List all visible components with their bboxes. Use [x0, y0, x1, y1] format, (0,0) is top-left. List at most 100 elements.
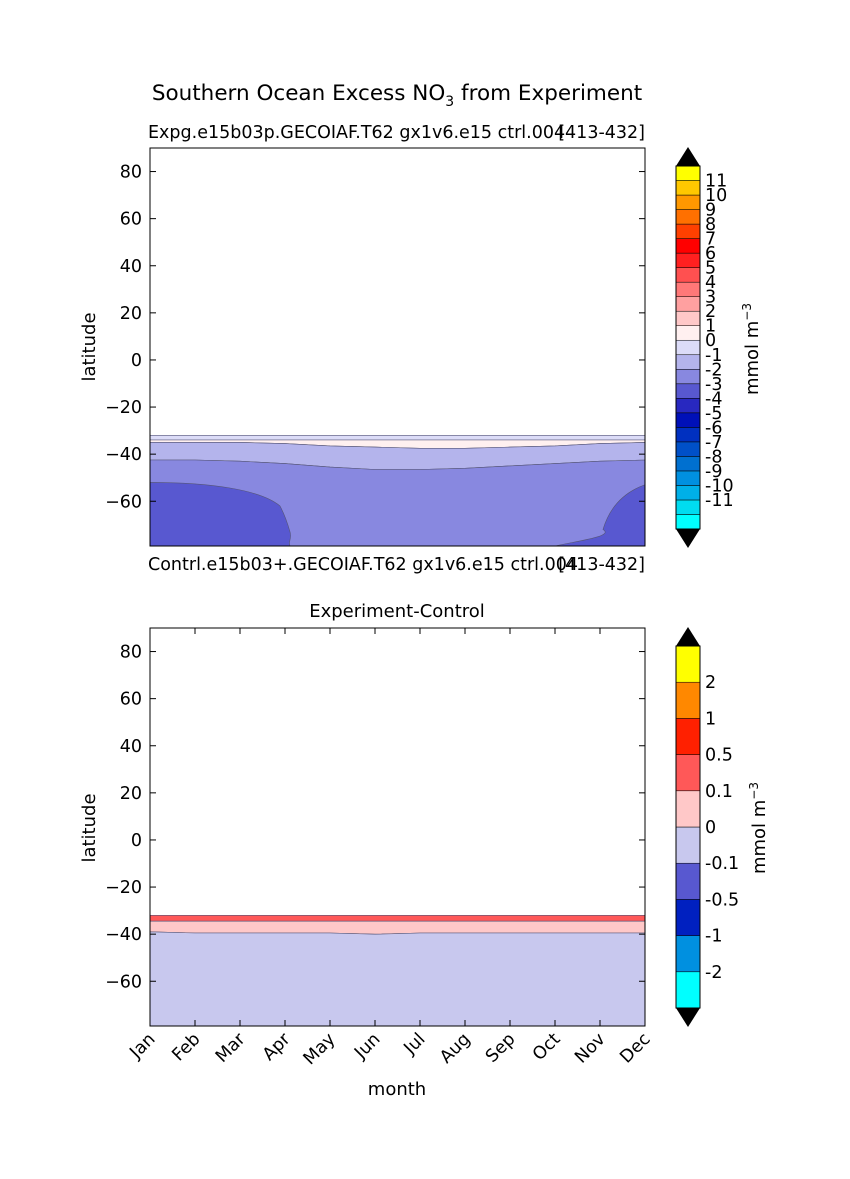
colorbar-tick-label: 8 — [705, 215, 716, 235]
colorbar-tick-label: 0 — [705, 331, 716, 351]
colorbar-segment — [675, 514, 701, 530]
colorbar-segment — [675, 427, 701, 443]
bottom-y-tick-label: −20 — [105, 878, 142, 898]
bottom-y-tick-label: 80 — [120, 643, 142, 663]
colorbar-segment — [675, 681, 701, 719]
colorbar-tick-label: -6 — [705, 418, 722, 438]
colorbar-segment — [675, 412, 701, 428]
top-y-tick-label: −20 — [105, 398, 142, 418]
colorbar-segment — [675, 354, 701, 370]
colorbar-tick-label: -10 — [705, 476, 734, 496]
colorbar-segment — [675, 325, 701, 341]
top-panel-title-right: [413-432] — [558, 123, 645, 143]
x-tick-label: Dec — [616, 1029, 654, 1067]
colorbar-segment — [675, 296, 701, 312]
colorbar-tick-label: 0 — [705, 818, 716, 838]
top-colorbar-label: mmol m−3 — [740, 303, 763, 395]
x-tick-label: Jul — [400, 1029, 430, 1059]
bottom-y-axis-label: latitude — [79, 793, 100, 862]
colorbar-tick-label: -9 — [705, 462, 722, 482]
x-tick-label: Jan — [126, 1029, 160, 1063]
colorbar-segment — [675, 209, 701, 225]
colorbar-segment — [675, 935, 701, 973]
colorbar-segment — [675, 470, 701, 486]
top-panel: Expg.e15b03p.GECOIAF.T62 gx1v6.e15 ctrl.… — [79, 123, 763, 575]
contour-band — [149, 915, 646, 922]
contour-band — [149, 931, 646, 1027]
bottom-y-tick-label: 0 — [131, 831, 142, 851]
colorbar-frame — [675, 165, 701, 530]
colorbar-tick-label: 0.5 — [705, 746, 733, 766]
x-tick-label: May — [300, 1029, 340, 1069]
colorbar-tick-label: 11 — [705, 172, 727, 192]
top-panel-title-bottom: Contrl.e15b03+.GECOIAF.T62 gx1v6.e15 ctr… — [148, 555, 578, 575]
bottom-y-tick-label: 60 — [120, 690, 142, 710]
top-plot-area — [149, 435, 646, 547]
top-panel-title-bottom-right: [413-432] — [558, 555, 645, 575]
bottom-colorbar-label: mmol m−3 — [747, 782, 770, 874]
colorbar-tick-label: -7 — [705, 433, 722, 453]
colorbar-tick-label: 1 — [705, 317, 716, 337]
colorbar-segment — [675, 754, 701, 792]
colorbar-segment — [675, 238, 701, 254]
colorbar-tick-label: -8 — [705, 447, 722, 467]
colorbar-tick-label: 0.1 — [705, 782, 733, 802]
x-tick-label: Sep — [482, 1029, 519, 1066]
x-tick-label: Oct — [529, 1029, 565, 1065]
colorbar-tick-label: 2 — [705, 302, 716, 322]
colorbar-tick-label: -5 — [705, 404, 722, 424]
colorbar-tick-label: 5 — [705, 259, 716, 279]
top-y-tick-label: 20 — [120, 304, 142, 324]
colorbar-segment — [675, 267, 701, 283]
top-panel-title-left: Expg.e15b03p.GECOIAF.T62 gx1v6.e15 ctrl.… — [148, 123, 565, 143]
x-tick-label: Jun — [350, 1029, 384, 1063]
colorbar-tick-label: 7 — [705, 230, 716, 250]
bottom-panel-title: Experiment-Control — [309, 601, 485, 622]
bottom-plot-area — [149, 915, 646, 1027]
top-plot-frame — [149, 147, 646, 547]
colorbar-segment — [675, 310, 701, 326]
bottom-y-tick-label: 40 — [120, 737, 142, 757]
bottom-y-axis: 80 60 40 20 0 −20 −40 −60 — [105, 643, 645, 992]
figure-title-subscript: 3 — [445, 94, 454, 110]
top-colorbar-label-sup: −3 — [740, 303, 754, 321]
colorbar-extend-arrow — [676, 627, 700, 646]
colorbar-segment — [675, 441, 701, 457]
top-y-tick-label: 80 — [120, 163, 142, 183]
top-y-tick-label: 60 — [120, 210, 142, 230]
x-tick-label: Aug — [436, 1029, 474, 1067]
colorbar-segment — [675, 899, 701, 936]
colorbar-segment — [675, 223, 701, 239]
colorbar-segment — [675, 281, 701, 297]
x-tick-label: Feb — [168, 1029, 204, 1065]
contour-band — [149, 920, 646, 935]
x-tick-label: Nov — [571, 1029, 609, 1067]
colorbar-segment — [675, 485, 701, 501]
colorbar-segment — [675, 718, 701, 755]
colorbar-tick-label: 3 — [705, 288, 716, 308]
colorbar-tick-label: -1 — [705, 927, 722, 947]
top-y-tick-label: 40 — [120, 257, 142, 277]
colorbar-extend-arrow — [676, 529, 700, 548]
bottom-y-tick-label: −40 — [105, 925, 142, 945]
top-y-tick-label: 0 — [131, 351, 142, 371]
figure-title: Southern Ocean Excess NO3 from Experimen… — [152, 81, 642, 110]
colorbar-segment — [675, 252, 701, 268]
colorbar-tick-label: 9 — [705, 201, 716, 221]
colorbar-segment — [675, 971, 701, 1009]
colorbar-segment — [675, 790, 701, 828]
colorbar-tick-label: -4 — [705, 389, 722, 409]
top-y-axis-label: latitude — [79, 312, 100, 381]
colorbar-tick-label: 2 — [705, 673, 716, 693]
colorbar-tick-label: 6 — [705, 244, 716, 264]
colorbar-tick-label: -3 — [705, 375, 722, 395]
colorbar-tick-label: 1 — [705, 709, 716, 729]
colorbar-segment — [675, 398, 701, 414]
x-tick-label: Apr — [259, 1029, 295, 1065]
bottom-y-tick-label: 20 — [120, 784, 142, 804]
colorbar-segment — [675, 194, 701, 210]
top-y-tick-label: −40 — [105, 445, 142, 465]
colorbar-tick-label: 4 — [705, 273, 716, 293]
